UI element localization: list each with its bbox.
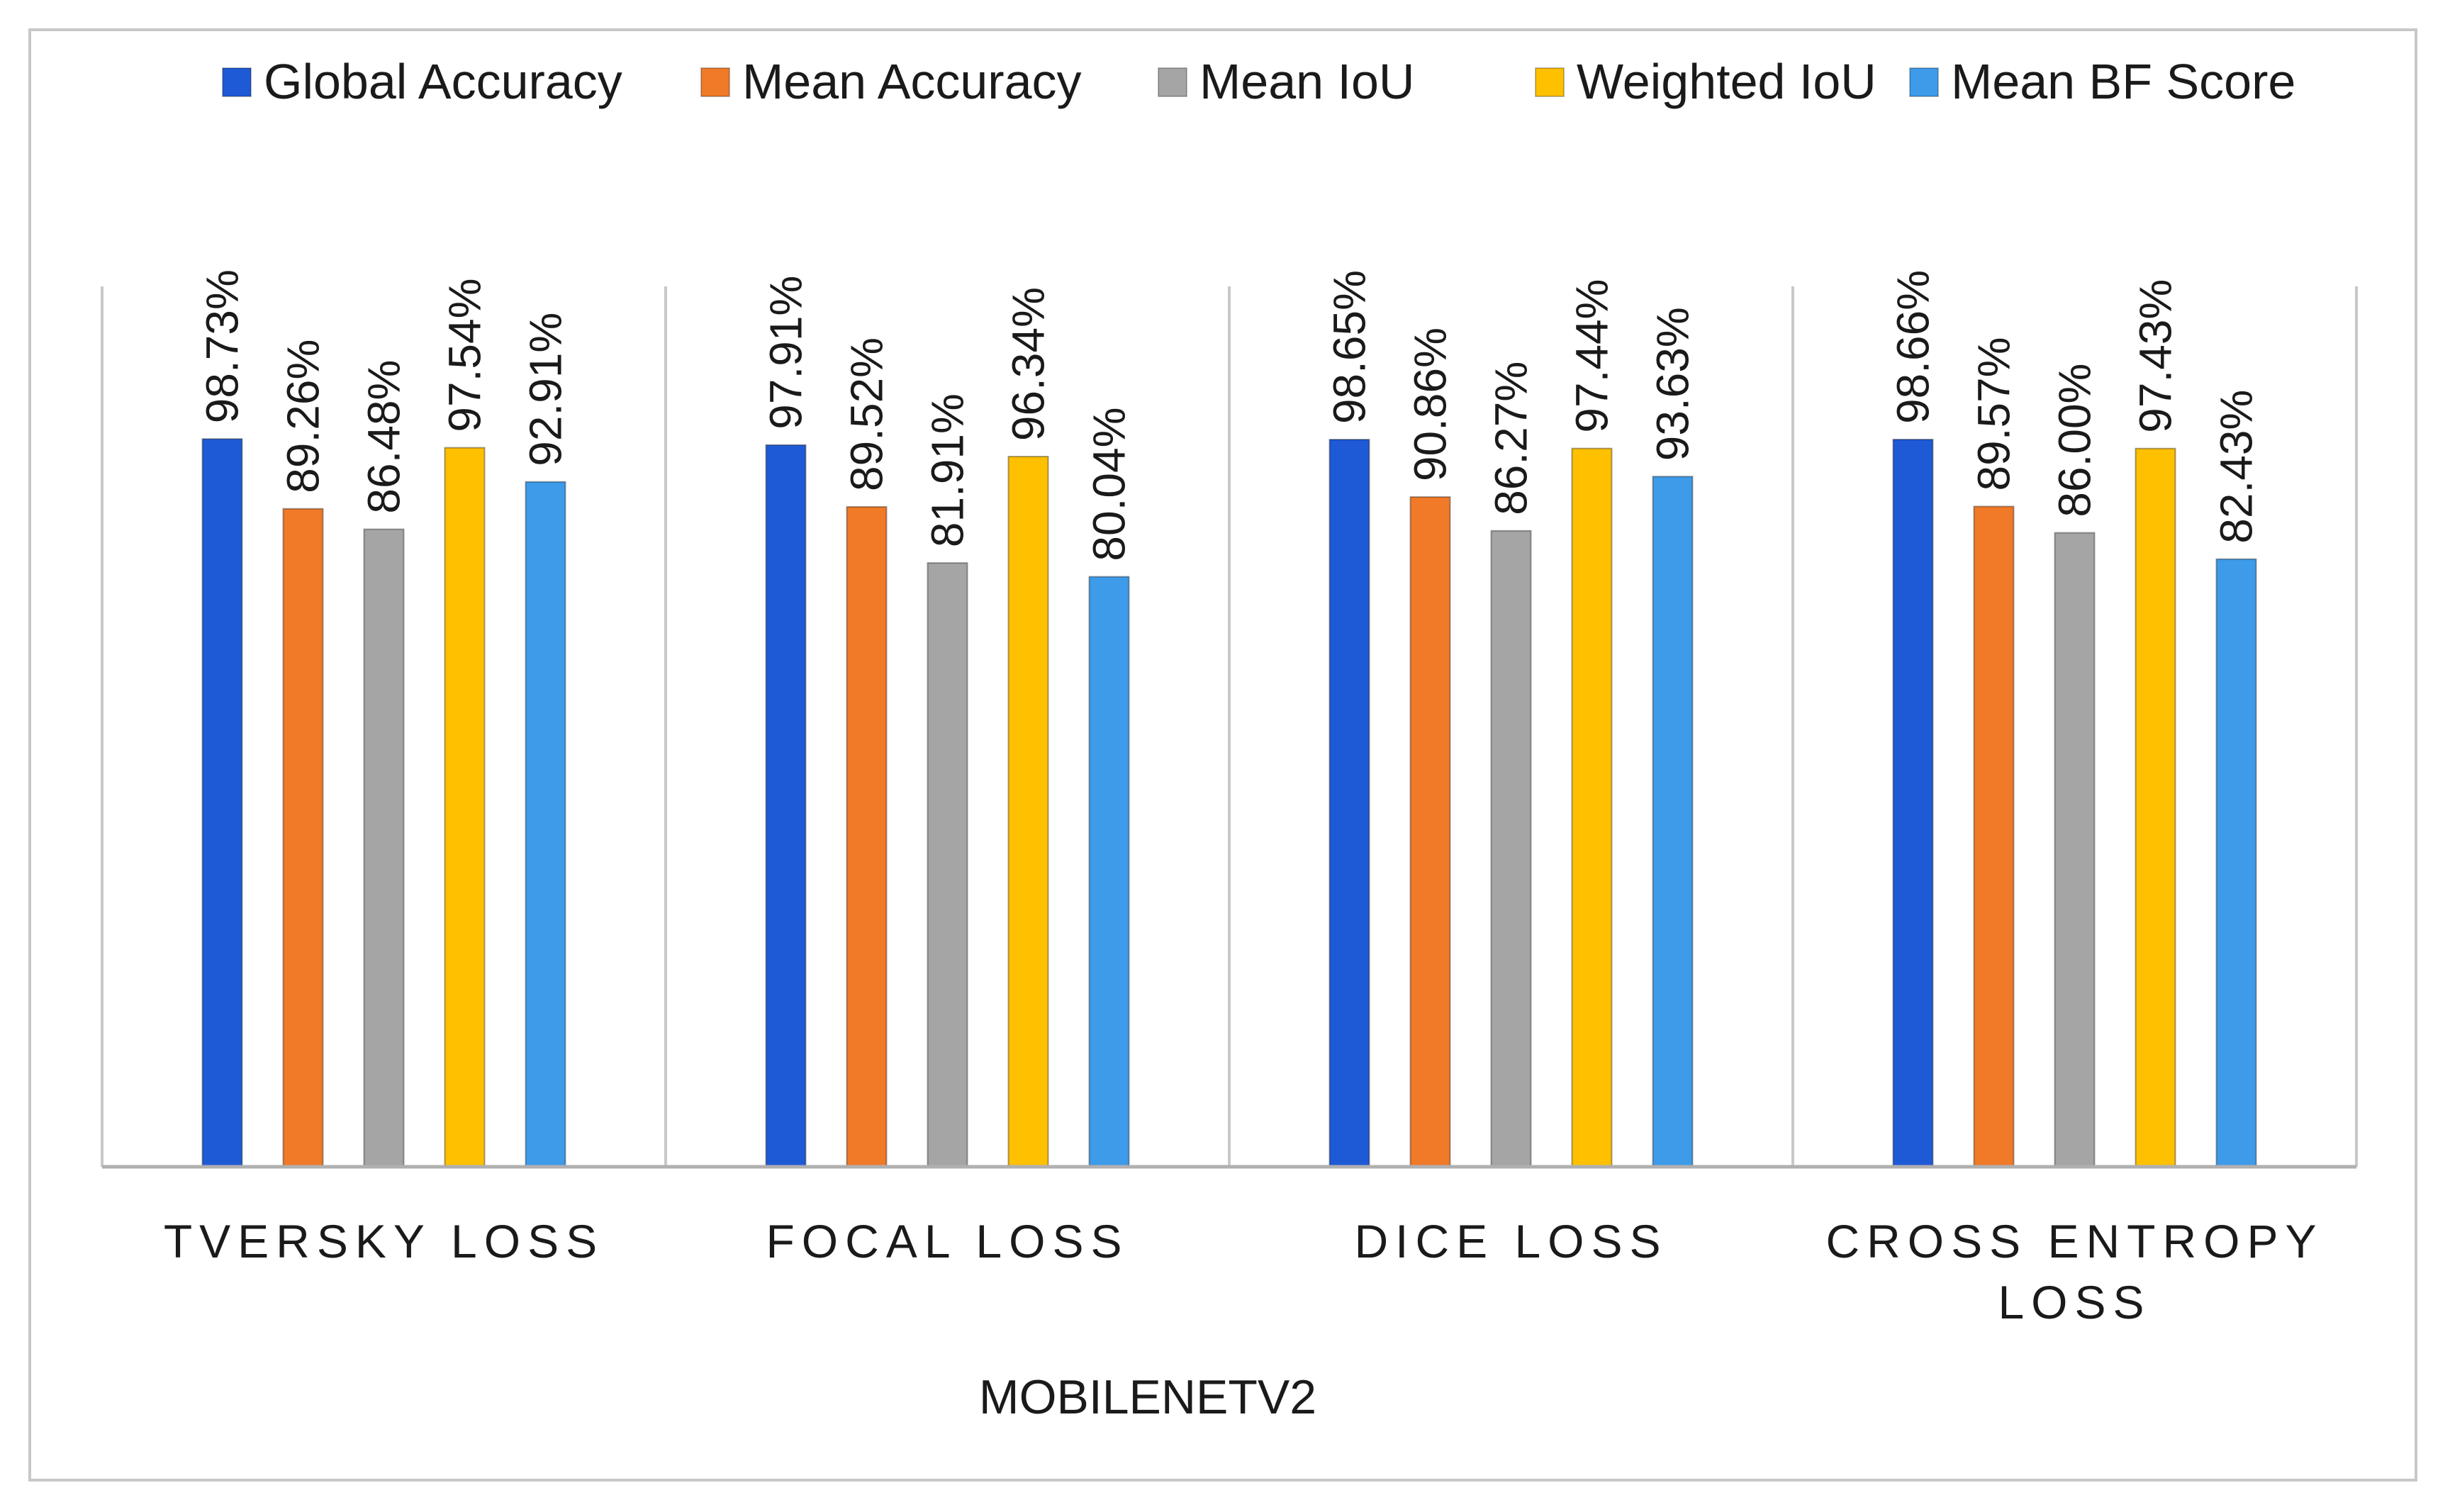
- bar-mean-bf-score-tversky-loss: [525, 481, 566, 1167]
- category-separators: [101, 286, 2358, 1167]
- bar-global-accuracy-dice-loss: [1329, 439, 1370, 1167]
- bar-chart: Global Accuracy Mean Accuracy Mean IoU Weig…: [101, 54, 2358, 1424]
- bar-weighted-iou-dice-loss: [1571, 447, 1613, 1167]
- legend-swatch-mean-iou: [1158, 67, 1187, 97]
- bar-mean-accuracy-cross-entropy-loss: [1973, 505, 2015, 1167]
- value-label-mean-bf-score-tversky-loss: 92.91%: [520, 313, 571, 466]
- bar-weighted-iou-focal-loss: [1007, 456, 1049, 1167]
- bar-mean-accuracy-focal-loss: [846, 505, 888, 1167]
- legend-label-mean-accuracy: Mean Accuracy: [742, 54, 1082, 109]
- value-label-mean-accuracy-focal-loss: 89.52%: [841, 337, 893, 491]
- legend-swatch-mean-bf-score: [1909, 67, 1939, 97]
- value-label-weighted-iou-focal-loss: 96.34%: [1003, 287, 1054, 441]
- value-label-mean-bf-score-dice-loss: 93.63%: [1648, 307, 1699, 461]
- legend-label-mean-iou: Mean IoU: [1199, 54, 1414, 109]
- legend: Global Accuracy Mean Accuracy Mean IoU Weig…: [222, 54, 2295, 109]
- category-label-dice-loss: DICE LOSS: [1354, 1215, 1667, 1267]
- bar-global-accuracy-focal-loss: [765, 444, 807, 1167]
- value-labels: 98.73% 89.26% 86.48% 97.54% 92.91% 97.91% 89.5…: [197, 269, 2262, 561]
- bars: [201, 438, 2257, 1167]
- bar-weighted-iou-tversky-loss: [444, 447, 486, 1167]
- bar-weighted-iou-cross-entropy-loss: [2135, 447, 2176, 1167]
- bar-mean-bf-score-focal-loss: [1088, 576, 1130, 1167]
- value-label-global-accuracy-focal-loss: 97.91%: [761, 276, 812, 430]
- category-labels: TVERSKY LOSS FOCAL LOSS DICE LOSS CROSS ENT…: [164, 1215, 2323, 1328]
- bar-mean-iou-tversky-loss: [363, 528, 405, 1167]
- bar-mean-bf-score-cross-entropy-loss: [2215, 558, 2257, 1167]
- value-label-mean-accuracy-tversky-loss: 89.26%: [278, 340, 329, 493]
- bar-mean-accuracy-dice-loss: [1409, 496, 1451, 1167]
- value-label-mean-iou-dice-loss: 86.27%: [1486, 362, 1537, 515]
- legend-label-weighted-iou: Weighted IoU: [1577, 54, 1876, 109]
- value-label-weighted-iou-tversky-loss: 97.54%: [440, 279, 491, 432]
- bar-mean-bf-score-dice-loss: [1652, 476, 1694, 1167]
- value-label-mean-bf-score-cross-entropy-loss: 82.43%: [2211, 390, 2262, 544]
- value-label-mean-bf-score-focal-loss: 80.04%: [1084, 408, 1135, 561]
- bar-mean-iou-dice-loss: [1490, 530, 1532, 1167]
- value-label-mean-accuracy-cross-entropy-loss: 89.57%: [1969, 337, 2020, 491]
- value-label-weighted-iou-cross-entropy-loss: 97.43%: [2130, 279, 2181, 433]
- bar-mean-iou-focal-loss: [927, 562, 968, 1167]
- value-label-global-accuracy-dice-loss: 98.65%: [1324, 270, 1375, 424]
- chart-frame: Global Accuracy Mean Accuracy Mean IoU Weig…: [28, 28, 2417, 1482]
- value-label-mean-iou-tversky-loss: 86.48%: [359, 360, 410, 514]
- legend-swatch-mean-accuracy: [700, 67, 730, 97]
- value-label-global-accuracy-tversky-loss: 98.73%: [197, 269, 248, 423]
- value-label-mean-iou-focal-loss: 81.91%: [922, 393, 973, 547]
- legend-swatch-weighted-iou: [1535, 67, 1565, 97]
- bar-mean-accuracy-tversky-loss: [282, 508, 324, 1167]
- legend-label-global-accuracy: Global Accuracy: [264, 54, 622, 109]
- bar-mean-iou-cross-entropy-loss: [2054, 532, 2096, 1167]
- bar-global-accuracy-tversky-loss: [201, 438, 243, 1167]
- value-label-weighted-iou-dice-loss: 97.44%: [1567, 279, 1618, 433]
- legend-label-mean-bf-score: Mean BF Score: [1951, 54, 2295, 109]
- category-label-cross-entropy-loss: CROSS ENTROPY LOSS: [1825, 1215, 2323, 1328]
- category-label-focal-loss: FOCAL LOSS: [766, 1215, 1129, 1267]
- x-axis-title: MOBILENETV2: [979, 1370, 1316, 1424]
- value-label-mean-accuracy-dice-loss: 90.86%: [1405, 327, 1456, 481]
- legend-swatch-global-accuracy: [222, 67, 252, 97]
- bar-global-accuracy-cross-entropy-loss: [1892, 438, 1934, 1167]
- value-label-mean-iou-cross-entropy-loss: 86.00%: [2049, 364, 2101, 517]
- category-label-tversky-loss: TVERSKY LOSS: [164, 1215, 604, 1267]
- value-label-global-accuracy-cross-entropy-loss: 98.66%: [1888, 270, 1939, 424]
